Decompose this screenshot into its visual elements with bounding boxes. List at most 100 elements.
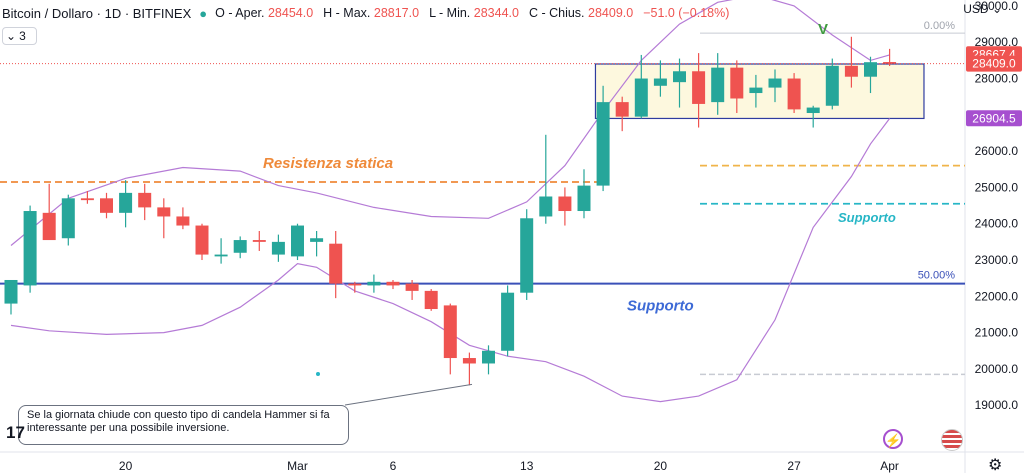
candle-body	[119, 192, 133, 213]
x-tick-label: 20	[119, 459, 133, 473]
candle-body	[176, 216, 190, 226]
y-tick-label: 22000.0	[975, 289, 1019, 303]
indicators-count: 3	[19, 29, 26, 43]
price-label-text: 28409.0	[972, 57, 1016, 71]
candle-body	[711, 67, 725, 103]
chart-header: Bitcoin / Dollaro · 1D · BITFINEX ● O - …	[0, 0, 729, 26]
candle-body	[386, 281, 400, 286]
candle-body	[596, 102, 610, 186]
candle-body	[42, 212, 56, 241]
note-text: Se la giornata chiude con questo tipo di…	[27, 409, 330, 434]
candle-body	[271, 241, 285, 255]
y-tick-label: 20000.0	[975, 362, 1019, 376]
bollinger-upper-line	[10, 0, 890, 246]
y-tick-label: 29000.0	[975, 35, 1019, 49]
y-tick-label: 28000.0	[975, 72, 1019, 86]
symbol-title[interactable]: Bitcoin / Dollaro · 1D · BITFINEX	[2, 5, 192, 21]
x-tick-label: 6	[390, 459, 397, 473]
ohlc-low-value: 28344.0	[473, 6, 519, 20]
ohlc-low-label: L - Min.	[429, 6, 471, 20]
candle-body	[749, 87, 763, 94]
gear-icon[interactable]: ⚙	[988, 457, 1003, 474]
candle-body	[348, 283, 362, 286]
candle-body	[80, 198, 94, 201]
ohlc-open-value: 28454.0	[267, 6, 314, 20]
candle-body	[329, 243, 343, 284]
candle-body	[138, 192, 152, 208]
candle-body	[252, 240, 266, 242]
candle-body	[883, 62, 897, 64]
note-connector	[344, 383, 473, 406]
x-tick-label: 27	[787, 459, 801, 473]
price-label-badge	[966, 55, 1022, 72]
ohlc-high-label: H - Max.	[323, 6, 371, 20]
annotation-note[interactable]: Se la giornata chiude con questo tipo di…	[18, 405, 349, 445]
candle-body	[462, 358, 476, 364]
ohlc-values: O - Aper. 28454.0 H - Max. 28817.0 L - M…	[215, 6, 729, 20]
candle-body	[424, 290, 438, 310]
chevron-down-icon: ⌄	[991, 2, 1002, 16]
candle-body	[615, 102, 629, 117]
currency-label: USD	[963, 2, 989, 16]
y-tick-label: 25000.0	[975, 180, 1019, 194]
ohlc-open-label: O - Aper.	[215, 6, 265, 20]
y-tick-label: 30000.0	[975, 0, 1019, 13]
price-label-text: 26904.5	[972, 111, 1016, 125]
x-tick-label: 20	[654, 459, 668, 473]
candle-body	[520, 218, 534, 293]
ohlc-high-value: 28817.0	[373, 6, 420, 20]
x-tick-label: 13	[520, 459, 534, 473]
candle-body	[61, 198, 75, 239]
candle-body	[558, 196, 572, 212]
candle-body	[214, 254, 228, 257]
bollinger-lower-line	[10, 118, 891, 403]
fib-level-0-label: 0.00%	[924, 20, 955, 32]
candle-body	[634, 78, 648, 117]
y-tick-label: 24000.0	[975, 217, 1019, 231]
ohlc-change-value: −51.0 (−0.18%)	[643, 6, 730, 20]
candle-body	[577, 185, 591, 212]
currency-selector[interactable]: USD ⌄	[963, 2, 1002, 16]
candle-body	[367, 281, 381, 286]
bolt-icon[interactable]: ⚡	[883, 429, 903, 449]
candle-body	[195, 225, 209, 255]
candle-body	[864, 62, 877, 77]
candle-body	[482, 350, 495, 364]
candle-body	[730, 67, 744, 99]
y-tick-label: 26000.0	[975, 144, 1019, 158]
candle-body	[405, 283, 419, 291]
fib-level-50-label: 50.00%	[918, 270, 956, 282]
resistance-label: Resistenza statica	[263, 155, 393, 172]
chevron-down-icon: ⌄	[6, 29, 17, 43]
y-tick-label: 21000.0	[975, 326, 1019, 340]
y-tick-label: 23000.0	[975, 253, 1019, 267]
us-flag-icon[interactable]	[941, 429, 963, 451]
candle-body	[443, 305, 457, 359]
candle-body	[787, 78, 801, 110]
candle-body	[806, 107, 820, 114]
support-cyan-label: Supporto	[838, 210, 896, 225]
x-tick-label: Apr	[880, 459, 899, 473]
collapse-indicators-button[interactable]: ⌄ 3	[2, 27, 37, 45]
ohlc-close-value: 28409.0	[588, 6, 634, 20]
price-label-badge	[966, 110, 1022, 127]
candle-body	[157, 207, 171, 217]
candle-body	[768, 78, 782, 88]
candle-body	[100, 198, 113, 213]
candle-body	[692, 71, 706, 104]
candle-body	[673, 71, 686, 83]
candle-body	[539, 196, 553, 217]
support-main-label: Supporto	[627, 298, 694, 315]
candle-body	[844, 65, 858, 77]
y-tick-label: 19000.0	[975, 398, 1019, 412]
candle-body	[653, 78, 667, 86]
candle-body	[233, 240, 247, 253]
candle-body	[825, 65, 839, 106]
candle-body	[4, 279, 18, 304]
x-tick-label: Mar	[287, 459, 308, 473]
tradingview-logo-icon[interactable]: 17	[6, 423, 25, 442]
marker-dot	[316, 372, 320, 376]
candle-body	[501, 292, 515, 351]
v-label: V	[818, 21, 828, 38]
